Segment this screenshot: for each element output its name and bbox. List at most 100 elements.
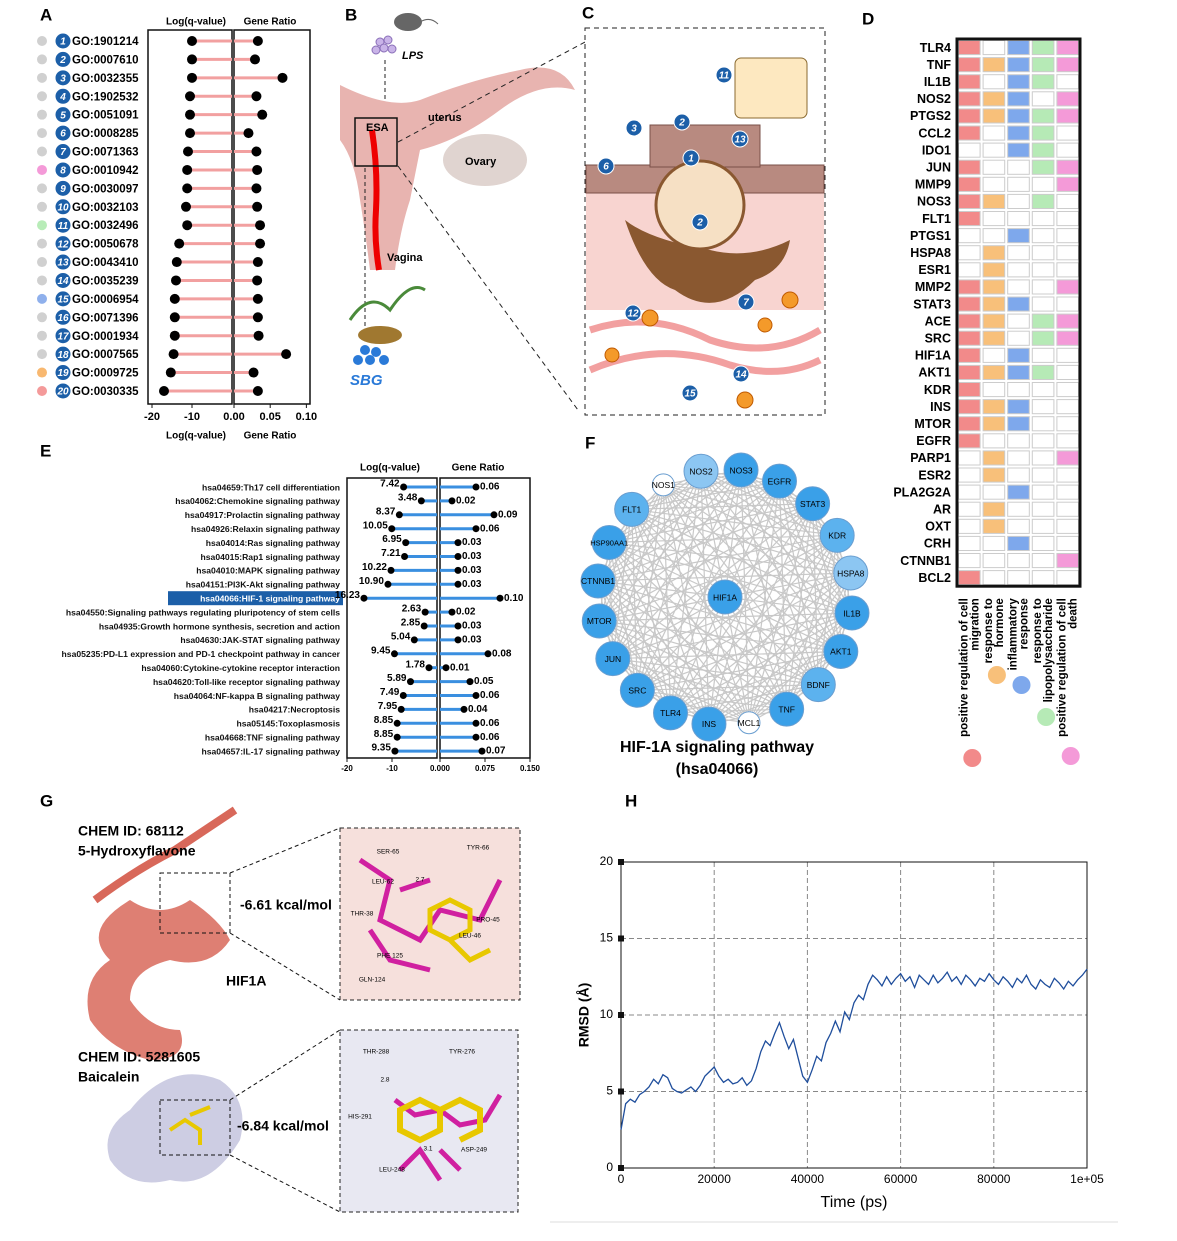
- rank-label: 17: [57, 331, 69, 342]
- y-tick-label: hsa04217:Necroptosis: [249, 705, 340, 715]
- value-label: 6.95: [382, 534, 402, 545]
- residue-label: 2.8: [380, 1077, 389, 1084]
- heatmap-cell: [982, 142, 1006, 158]
- inset-box: [339, 1029, 519, 1213]
- heatmap-cell: [1056, 553, 1080, 569]
- heatmap-cell: [958, 433, 981, 449]
- dot: [478, 747, 486, 755]
- node-label: MTOR: [587, 616, 612, 626]
- edge: [724, 596, 750, 723]
- value-label: 0.02: [456, 496, 476, 507]
- flagellum: [419, 18, 439, 25]
- zoom-line: [229, 827, 341, 874]
- heatmap-cell: [1007, 296, 1030, 312]
- y-tick-label: CRH: [924, 537, 951, 551]
- heatmap-cell: [1007, 125, 1030, 141]
- value-label: 2.85: [401, 618, 421, 629]
- dot: [181, 201, 191, 212]
- heatmap-cell: [1056, 245, 1080, 261]
- legend-label: positive regulation of cell: [958, 598, 970, 737]
- y-tick-label: GO:0051091: [72, 110, 139, 122]
- edge: [636, 480, 780, 691]
- heatmap-cell: [958, 313, 981, 329]
- edge: [608, 542, 819, 686]
- heatmap-cell: [958, 142, 981, 158]
- dot: [252, 36, 263, 46]
- dot: [281, 349, 292, 360]
- heatmap-cell: [982, 296, 1006, 312]
- heatmap-cell: [1031, 57, 1055, 73]
- dot: [159, 385, 169, 396]
- dot: [400, 483, 408, 491]
- rank-badge: [55, 199, 71, 215]
- heatmap-cell: [1007, 142, 1030, 158]
- edge: [669, 469, 742, 713]
- heatmap-cell: [1056, 501, 1080, 517]
- ovary-shape: [443, 134, 527, 186]
- y-tick-label: GO:0010942: [72, 165, 139, 177]
- edge: [779, 480, 852, 574]
- label: HIF1A: [226, 973, 266, 989]
- dot: [466, 678, 474, 686]
- y-tick-label: GO:1902532: [72, 91, 139, 103]
- label: uterus: [428, 112, 462, 124]
- dot: [454, 553, 462, 560]
- node: [595, 641, 631, 677]
- node-label: TLR4: [660, 708, 681, 718]
- ligand: [427, 897, 492, 964]
- edge: [597, 580, 710, 725]
- heatmap-cell: [982, 228, 1006, 244]
- edge: [608, 541, 726, 598]
- value-label: 0.06: [480, 732, 500, 743]
- value-label: 8.85: [374, 715, 394, 726]
- dot: [251, 91, 262, 102]
- panel-label: A: [40, 5, 52, 24]
- edge: [670, 503, 814, 714]
- y-tick-label: BCL2: [918, 571, 951, 585]
- dot: [182, 220, 193, 231]
- heatmap-cell: [1056, 228, 1080, 244]
- node-label: INS: [702, 719, 717, 729]
- category-dot: [37, 349, 47, 360]
- node-label: NOS2: [689, 467, 712, 477]
- value-label: 0.03: [462, 537, 482, 548]
- zoom-line: [229, 1154, 341, 1213]
- y-tick-label: 0: [606, 1160, 613, 1174]
- rank-badge: [55, 144, 71, 160]
- heatmap-cell: [958, 382, 981, 398]
- heatmap-cell: [958, 57, 981, 73]
- heatmap-cell: [1007, 553, 1030, 569]
- edge: [700, 471, 788, 710]
- category-dot: [37, 164, 47, 175]
- dot: [397, 705, 405, 713]
- heatmap-cell: [982, 245, 1006, 261]
- ligand: [168, 1105, 211, 1145]
- dot: [252, 385, 263, 396]
- heatmap-cell: [1056, 279, 1080, 295]
- heatmap-cell: [958, 176, 981, 192]
- panel-label: G: [40, 791, 53, 810]
- edge: [609, 534, 838, 544]
- heatmap-cell: [1056, 211, 1080, 227]
- edge: [663, 484, 851, 574]
- y-tick-label: hsa04668:TNF signaling pathway: [205, 732, 340, 742]
- residue-label: PHE 125: [377, 953, 403, 960]
- dot: [420, 622, 428, 630]
- dot: [252, 201, 263, 212]
- value-label: 1.78: [406, 659, 426, 670]
- zoom-line: [229, 932, 341, 1001]
- legend-label: death: [1068, 598, 1080, 629]
- node: [581, 603, 617, 639]
- heatmap-cell: [1031, 553, 1055, 569]
- edge: [786, 535, 838, 710]
- heatmap-cell: [958, 399, 981, 415]
- y-tick-label: HSPA8: [910, 246, 951, 260]
- heatmap-cell: [1056, 74, 1080, 90]
- node-label: AKT1: [830, 647, 852, 657]
- edge: [608, 542, 672, 714]
- dot: [185, 109, 195, 120]
- dot: [252, 293, 263, 304]
- rank-badge: [55, 180, 71, 196]
- edge: [612, 658, 787, 710]
- edge: [599, 612, 853, 622]
